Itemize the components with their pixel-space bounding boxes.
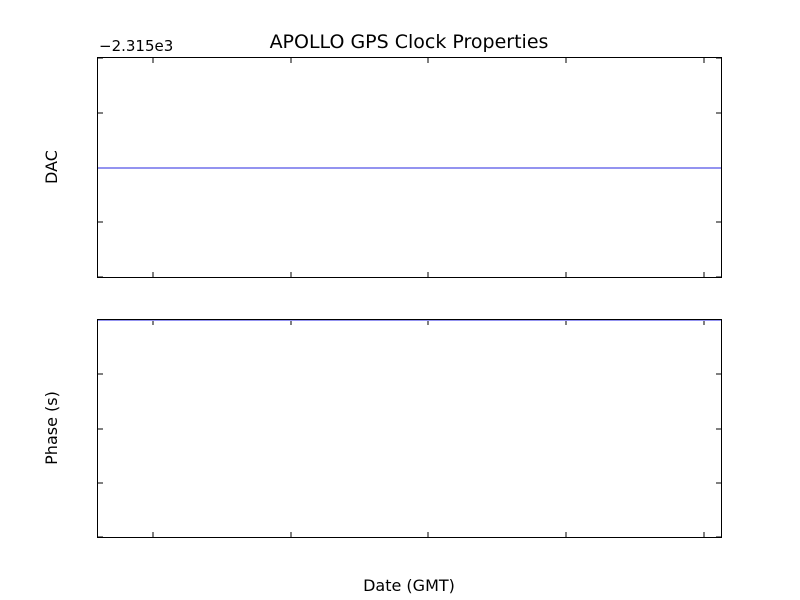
- bottom-plot-area: 15:00Jun 0123:00Jun 0107:00Jun 0215:00Ju…: [97, 319, 722, 538]
- x-tick-mark: [290, 532, 292, 537]
- x-tick-mark: [565, 320, 567, 325]
- y-tick-mark: [98, 482, 103, 484]
- x-tick-mark: [427, 320, 429, 325]
- y-tick-mark: [98, 373, 103, 375]
- y-tick-mark: [98, 58, 103, 59]
- y-tick-mark: [716, 112, 721, 114]
- top-plot-area: 15:00Jun 0123:00Jun 0107:00Jun 0215:00Ju…: [97, 57, 722, 278]
- y-tick-mark: [716, 276, 721, 277]
- y-tick-mark: [98, 276, 103, 277]
- chart-title: APOLLO GPS Clock Properties: [269, 31, 549, 53]
- y-tick-mark: [98, 221, 103, 223]
- x-tick-mark: [152, 532, 154, 537]
- x-tick-mark: [703, 58, 705, 63]
- y-tick-mark: [716, 373, 721, 375]
- y-tick-mark: [716, 428, 721, 429]
- y-tick-mark: [716, 536, 721, 537]
- x-tick-mark: [703, 272, 705, 277]
- x-tick-mark: [427, 532, 429, 537]
- x-tick-mark: [703, 320, 705, 325]
- x-tick-mark: [565, 272, 567, 277]
- x-tick-mark: [152, 272, 154, 277]
- x-tick-mark: [703, 532, 705, 537]
- x-tick-mark: [290, 58, 292, 63]
- x-tick-mark: [290, 320, 292, 325]
- y-tick-mark: [98, 536, 103, 537]
- x-axis-label: Date (GMT): [363, 576, 455, 595]
- y-axis-label-dac: DAC: [42, 150, 61, 184]
- data-line: [98, 320, 721, 321]
- x-tick-mark: [152, 58, 154, 63]
- x-tick-mark: [565, 532, 567, 537]
- data-line: [98, 166, 721, 169]
- x-tick-mark: [427, 272, 429, 277]
- y-tick-mark: [98, 112, 103, 114]
- y-axis-label-phase: Phase (s): [42, 391, 61, 465]
- y-axis-offset-text: −2.315e3: [99, 37, 174, 55]
- x-tick-mark: [290, 272, 292, 277]
- y-tick-mark: [716, 482, 721, 484]
- x-tick-mark: [565, 58, 567, 63]
- x-tick-mark: [427, 58, 429, 63]
- y-tick-mark: [716, 221, 721, 223]
- y-tick-mark: [98, 428, 103, 429]
- y-tick-mark: [716, 58, 721, 59]
- x-tick-mark: [152, 320, 154, 325]
